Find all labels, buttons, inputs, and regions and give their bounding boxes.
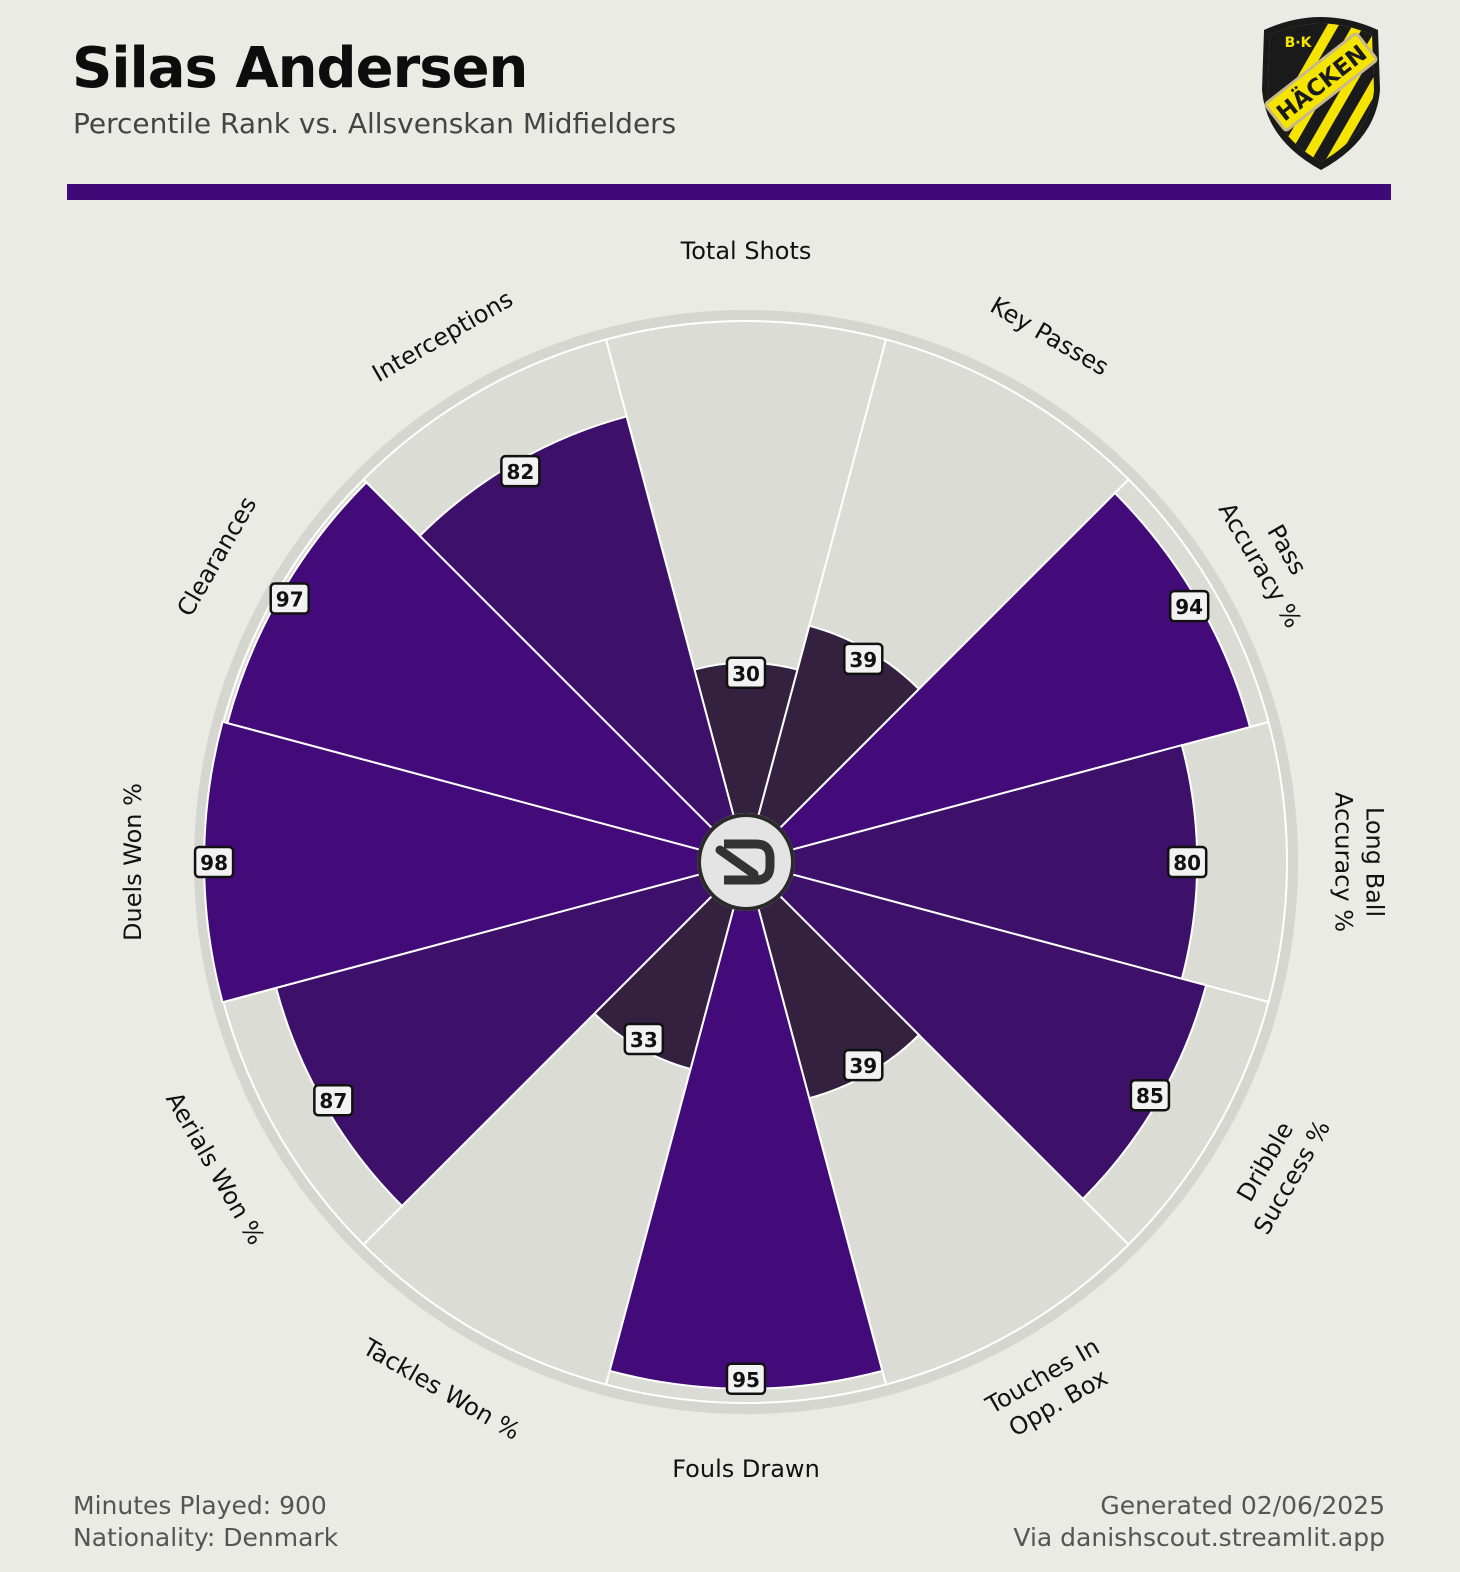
value-label-box — [1166, 845, 1208, 879]
value-label: 98 — [200, 851, 228, 875]
category-label-line: Duels Won % — [119, 783, 147, 941]
club-badge-logo: HÄCKEN B·K — [1262, 17, 1380, 170]
category-label: Total Shots — [680, 237, 812, 265]
center-logo — [701, 817, 791, 907]
value-label: 94 — [1175, 595, 1203, 619]
value-label-box — [193, 845, 235, 879]
footer-right: Generated 02/06/2025 Via danishscout.str… — [1013, 1490, 1385, 1554]
player-name: Silas Andersen — [72, 36, 528, 101]
category-label-line: Aerials Won % — [160, 1087, 270, 1249]
value-label-box — [843, 1048, 884, 1082]
value-label-box — [313, 1083, 354, 1117]
svg-text:B·K: B·K — [1285, 35, 1313, 51]
category-label: Aerials Won % — [160, 1087, 270, 1249]
value-label: 80 — [1173, 851, 1201, 875]
footer-left: Minutes Played: 900 Nationality: Denmark — [73, 1490, 338, 1554]
header-accent-bar — [67, 184, 1391, 200]
category-label-line: Fouls Drawn — [672, 1455, 820, 1483]
nationality: Nationality: Denmark — [73, 1523, 339, 1552]
category-label: Fouls Drawn — [672, 1455, 820, 1483]
value-label-box — [843, 642, 884, 676]
category-label-line: Key Passes — [986, 291, 1114, 381]
category-label: Clearances — [171, 492, 262, 621]
value-label: 33 — [630, 1028, 658, 1052]
value-label: 39 — [849, 1054, 877, 1078]
category-label-line: Total Shots — [680, 237, 812, 265]
category-label-line: Long Ball — [1361, 807, 1389, 917]
value-label: 39 — [849, 648, 877, 672]
value-label-box — [725, 656, 767, 690]
value-label: 30 — [732, 662, 760, 686]
value-label-box — [725, 1362, 767, 1396]
value-label-box — [269, 582, 310, 615]
category-label-line: Clearances — [171, 492, 262, 621]
category-label: Key Passes — [986, 291, 1114, 381]
source-credit: Via danishscout.streamlit.app — [1013, 1523, 1385, 1552]
center-logo-mark — [724, 839, 775, 885]
category-label-line: Accuracy % — [1330, 792, 1358, 932]
value-label: 82 — [506, 460, 534, 484]
value-label-box — [500, 454, 541, 488]
category-label: Duels Won % — [119, 783, 147, 941]
value-label-box — [1168, 589, 1210, 623]
value-label-box — [623, 1022, 665, 1056]
minutes-played: Minutes Played: 900 — [73, 1491, 327, 1520]
generated-date: Generated 02/06/2025 — [1100, 1491, 1385, 1520]
value-label: 85 — [1136, 1084, 1164, 1108]
value-label: 97 — [276, 588, 304, 612]
value-label-box — [1129, 1078, 1171, 1112]
chart-subtitle: Percentile Rank vs. Allsvenskan Midfield… — [73, 107, 677, 140]
value-label: 87 — [319, 1089, 347, 1113]
center-logo-mark — [715, 845, 759, 879]
value-label: 95 — [732, 1368, 760, 1392]
